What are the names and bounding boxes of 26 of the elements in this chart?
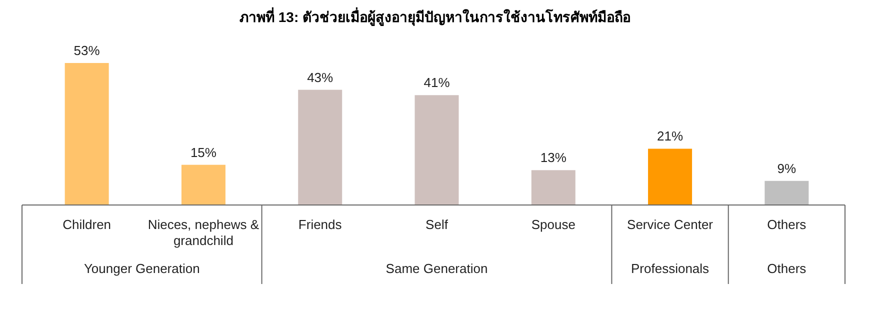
- data-label: 53%: [74, 43, 100, 58]
- data-label: 21%: [657, 128, 684, 144]
- x-tick-label: Others: [767, 217, 807, 232]
- x-tick-label: Friends: [298, 217, 342, 232]
- x-tick-label: Self: [426, 217, 448, 232]
- text: Same Generation: [386, 261, 488, 276]
- text: Professionals: [631, 261, 710, 276]
- x-tick-label: Service Center: [627, 217, 714, 232]
- chart-title: ภาพที่ 13: ตัวช่วยเมื่อผู้สูงอายุมีปัญหาในการใช้งานโทรศัพท์มือถือ: [239, 7, 631, 26]
- data-label: 9%: [777, 160, 797, 176]
- bar: [531, 170, 576, 205]
- bar: [764, 180, 809, 205]
- text: Others: [767, 261, 807, 276]
- x-tick-label: Nieces, nephews & grandchild: [148, 217, 260, 248]
- x-tick-label: Spouse: [531, 217, 576, 232]
- bar: [414, 95, 459, 205]
- data-label: 41%: [424, 75, 450, 90]
- x-tick-label: Children: [62, 217, 112, 232]
- data-label: 43%: [307, 70, 334, 85]
- data-label: 15%: [190, 144, 217, 160]
- bar: [648, 148, 692, 205]
- text: Younger Generation: [84, 261, 200, 276]
- data-label: 13%: [540, 150, 567, 166]
- bar: [298, 90, 342, 205]
- bar: [64, 63, 109, 205]
- bar: [181, 164, 226, 205]
